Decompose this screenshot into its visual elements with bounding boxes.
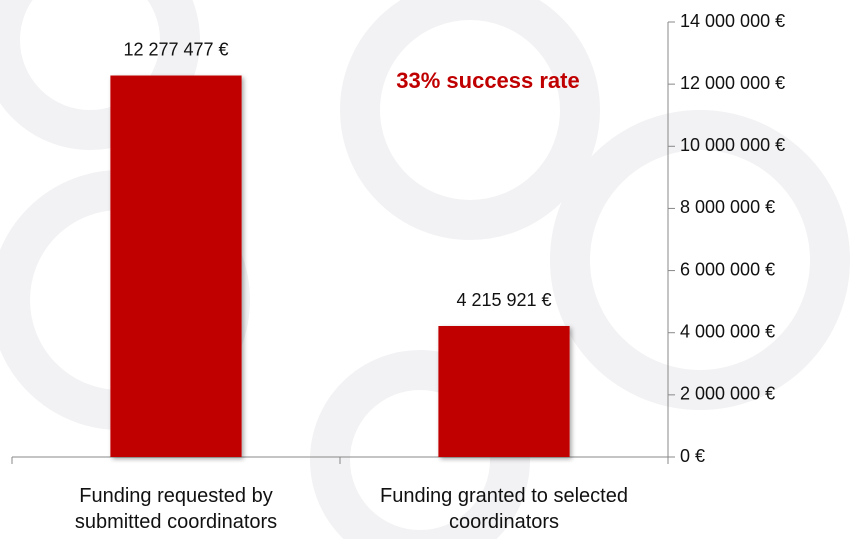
- x-tick-label: Funding granted to selected coordinators: [380, 485, 628, 533]
- y-tick-label: 12 000 000 €: [680, 73, 785, 93]
- x-tick-label: Funding requested by submitted coordinat…: [74, 485, 278, 533]
- y-tick-label: 14 000 000 €: [680, 11, 785, 31]
- bar: [110, 75, 242, 458]
- value-label: 4 215 921 €: [456, 290, 551, 310]
- annotation: 33% success rate: [396, 68, 579, 93]
- y-tick-label: 2 000 000 €: [680, 384, 775, 404]
- y-tick-label: 0 €: [680, 446, 705, 466]
- y-tick-label: 10 000 000 €: [680, 135, 785, 155]
- y-tick-label: 4 000 000 €: [680, 321, 775, 341]
- y-tick-label: 8 000 000 €: [680, 197, 775, 217]
- value-label: 12 277 477 €: [123, 39, 228, 59]
- bar: [438, 326, 570, 457]
- y-tick-label: 6 000 000 €: [680, 259, 775, 279]
